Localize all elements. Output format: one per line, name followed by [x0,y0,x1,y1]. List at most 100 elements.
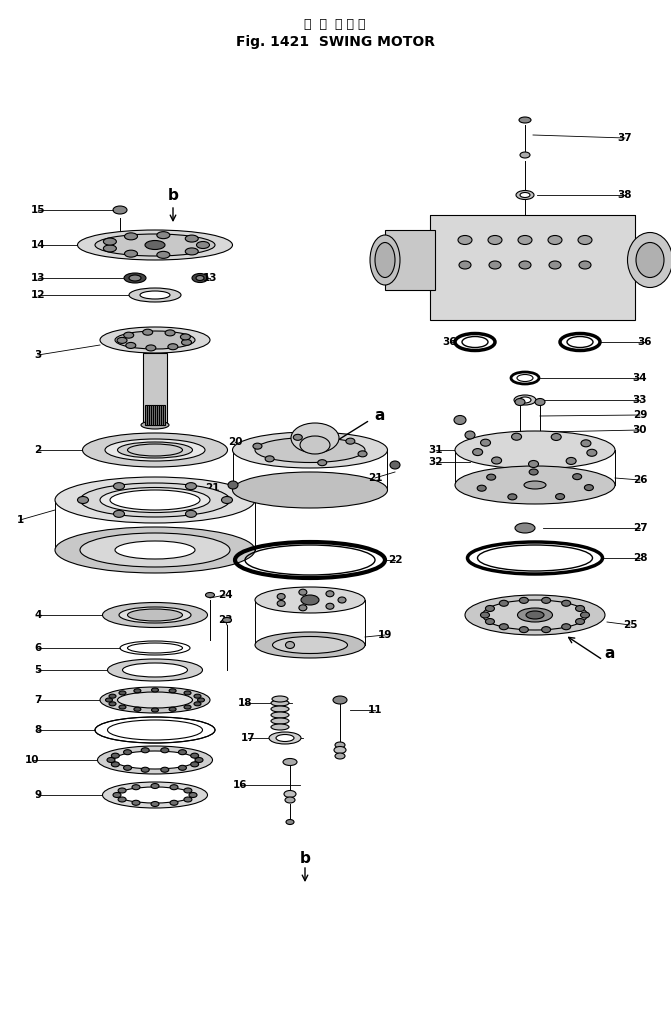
Ellipse shape [117,692,193,708]
Ellipse shape [105,439,205,461]
Ellipse shape [272,696,288,702]
Text: 16: 16 [233,780,247,790]
Ellipse shape [526,611,544,619]
Ellipse shape [191,754,199,758]
Ellipse shape [458,236,472,244]
Ellipse shape [119,691,126,695]
Ellipse shape [482,600,588,630]
Ellipse shape [185,235,198,242]
Ellipse shape [326,591,334,597]
Ellipse shape [107,659,203,681]
Ellipse shape [541,597,551,603]
Ellipse shape [232,472,387,508]
Bar [430,215,635,320]
Text: b: b [168,187,178,202]
Ellipse shape [551,433,561,440]
Ellipse shape [77,230,232,260]
Text: 35: 35 [648,263,662,273]
Ellipse shape [370,235,400,285]
Ellipse shape [459,261,471,270]
Text: 31: 31 [429,445,444,455]
Ellipse shape [119,607,191,623]
Ellipse shape [515,523,535,533]
Ellipse shape [519,597,528,603]
Ellipse shape [195,758,203,763]
Ellipse shape [455,431,615,469]
Text: 34: 34 [633,373,648,383]
Ellipse shape [223,617,231,622]
Ellipse shape [141,747,149,753]
Text: 20: 20 [227,437,242,447]
Ellipse shape [253,443,262,450]
Ellipse shape [100,687,210,713]
Ellipse shape [118,788,126,793]
Text: 17: 17 [241,733,255,743]
Ellipse shape [293,434,303,440]
Text: 30: 30 [633,425,648,435]
Text: 27: 27 [633,523,648,533]
Ellipse shape [194,702,201,706]
Text: 3: 3 [34,350,42,360]
Ellipse shape [152,708,158,712]
Ellipse shape [129,275,141,281]
Text: 22: 22 [388,555,402,565]
Ellipse shape [184,788,192,793]
Text: 24: 24 [217,590,232,600]
Ellipse shape [520,192,530,197]
Ellipse shape [151,801,159,806]
Ellipse shape [151,783,159,788]
Ellipse shape [143,330,153,336]
Ellipse shape [335,742,345,747]
Text: 14: 14 [31,240,46,250]
Ellipse shape [284,790,296,797]
Ellipse shape [519,626,528,633]
Text: 21: 21 [368,473,382,483]
Ellipse shape [255,632,365,658]
Text: a: a [375,408,385,422]
Ellipse shape [524,481,546,489]
Ellipse shape [541,626,551,633]
Ellipse shape [170,785,178,790]
Ellipse shape [55,527,255,573]
Ellipse shape [191,762,199,767]
Text: 29: 29 [633,410,648,420]
Ellipse shape [556,493,564,499]
Ellipse shape [485,605,495,611]
Ellipse shape [197,241,209,248]
Ellipse shape [145,240,165,249]
Ellipse shape [291,423,339,453]
Text: 11: 11 [368,705,382,715]
Ellipse shape [185,248,198,255]
Text: 旋  回  モ ー タ: 旋 回 モ ー タ [304,18,366,31]
Bar [143,353,167,423]
Text: 19: 19 [378,630,392,640]
Ellipse shape [103,782,207,807]
Ellipse shape [486,474,496,480]
Text: 5: 5 [34,665,42,675]
Ellipse shape [113,792,121,797]
Ellipse shape [180,334,191,340]
Text: 7: 7 [34,695,42,705]
Ellipse shape [134,689,141,693]
Ellipse shape [515,399,525,406]
Ellipse shape [627,233,671,288]
Ellipse shape [123,766,132,770]
Ellipse shape [334,746,346,754]
Ellipse shape [480,439,491,446]
Ellipse shape [562,623,570,630]
Ellipse shape [520,152,530,158]
Ellipse shape [548,236,562,244]
Ellipse shape [228,481,238,489]
Ellipse shape [333,696,347,704]
Ellipse shape [132,785,140,790]
Ellipse shape [152,687,158,692]
Ellipse shape [109,702,116,706]
Bar [163,405,164,425]
Ellipse shape [283,759,297,766]
Ellipse shape [286,820,294,825]
Ellipse shape [129,288,181,302]
Ellipse shape [157,251,170,258]
Ellipse shape [110,490,200,510]
Ellipse shape [636,242,664,278]
Ellipse shape [272,637,348,654]
